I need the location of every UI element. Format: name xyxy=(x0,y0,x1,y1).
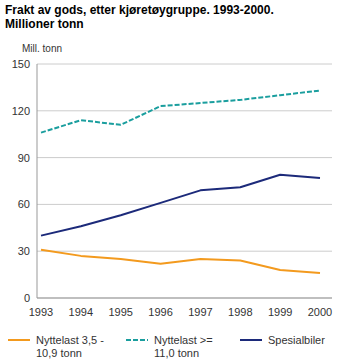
series-line xyxy=(41,91,320,133)
x-tick-label: 1994 xyxy=(69,306,93,318)
y-axis xyxy=(37,64,38,298)
x-axis xyxy=(37,298,332,299)
y-tick-label: 120 xyxy=(12,105,30,117)
legend-label: Nyttelast 3,5 -10,9 tonn xyxy=(36,334,104,359)
x-tick-label: 2000 xyxy=(308,306,332,318)
y-axis-label: Mill. tonn xyxy=(22,43,62,54)
legend-swatch xyxy=(8,339,30,341)
legend-swatch xyxy=(126,339,148,341)
legend-label: Spesialbiler xyxy=(268,334,325,346)
x-tick-label: 1995 xyxy=(108,306,132,318)
title: Frakt av gods, etter kjøretøygruppe. 199… xyxy=(5,3,274,17)
y-tick-label: 30 xyxy=(18,245,30,257)
plot-area xyxy=(41,91,320,274)
grid-line xyxy=(37,64,332,65)
y-tick-label: 90 xyxy=(18,152,30,164)
y-tick-label: 0 xyxy=(24,292,30,304)
grid-line xyxy=(37,110,332,111)
legend-swatch xyxy=(240,339,262,341)
legend-label: Nyttelast >=11,0 tonn xyxy=(154,334,213,359)
y-tick-label: 150 xyxy=(12,58,30,70)
grid-line xyxy=(37,204,332,205)
grid-line xyxy=(37,298,332,299)
series-line xyxy=(41,175,320,236)
x-tick-label: 1997 xyxy=(188,306,212,318)
grid-line xyxy=(37,251,332,252)
series-line xyxy=(41,250,320,273)
x-tick-label: 1998 xyxy=(228,306,252,318)
subtitle: Millioner tonn xyxy=(5,17,84,31)
x-tick-label: 1996 xyxy=(148,306,172,318)
x-tick-label: 1993 xyxy=(29,306,53,318)
grid-line xyxy=(37,157,332,158)
chart-container: Frakt av gods, etter kjøretøygruppe. 199… xyxy=(0,0,355,361)
chart: Frakt av gods, etter kjøretøygruppe. 199… xyxy=(0,0,355,361)
x-tick-label: 1999 xyxy=(268,306,292,318)
y-tick-label: 60 xyxy=(18,198,30,210)
